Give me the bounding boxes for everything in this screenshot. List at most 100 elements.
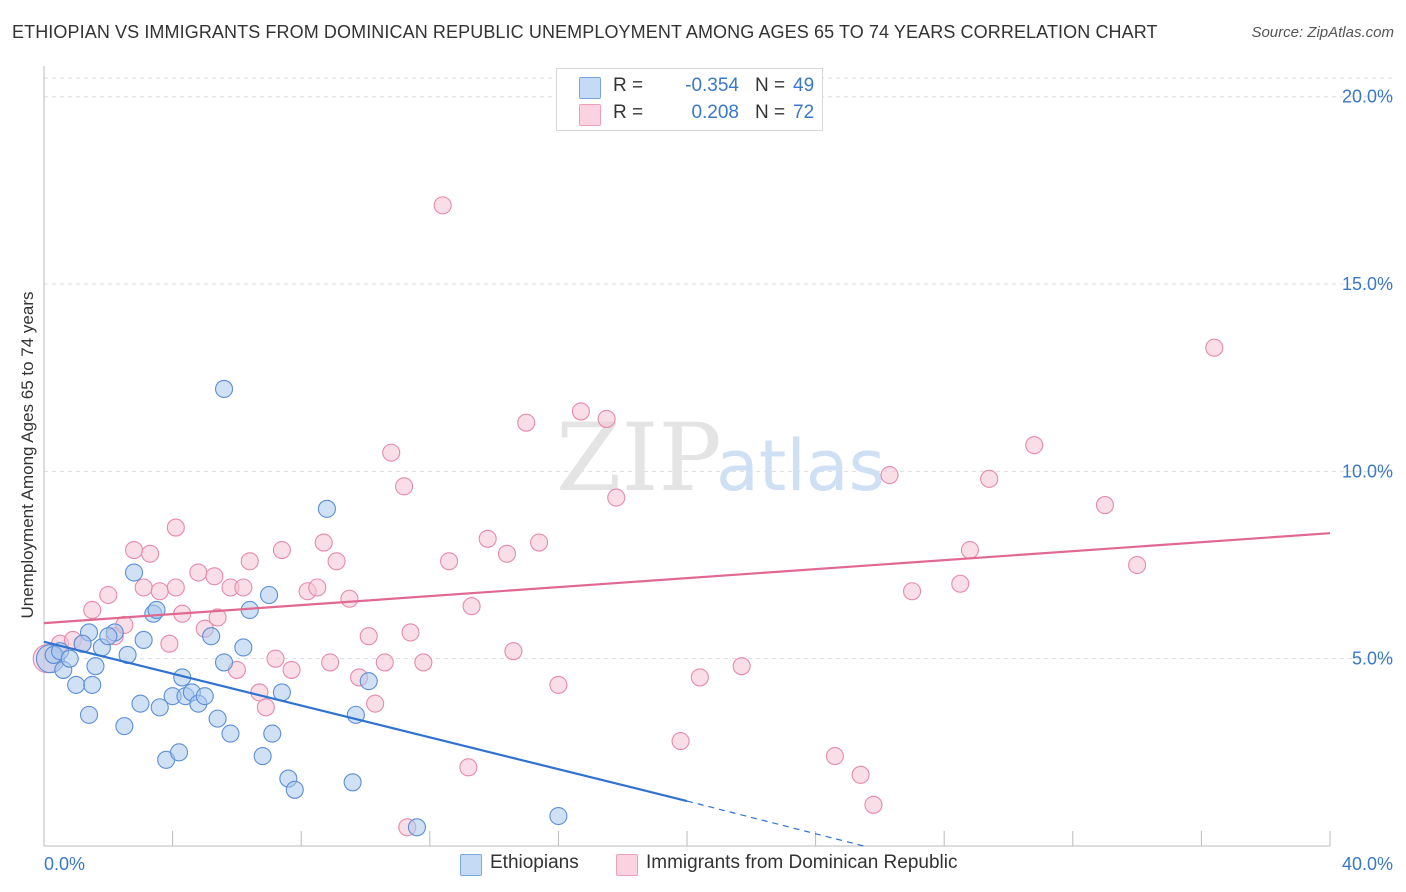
r-label: R = bbox=[613, 75, 644, 96]
grid-lines bbox=[44, 77, 1392, 660]
ethiopian-point bbox=[221, 724, 240, 743]
dominican-point bbox=[160, 634, 179, 653]
dominican-point bbox=[690, 668, 709, 687]
ethiopian-point bbox=[214, 379, 234, 398]
ethiopian-point bbox=[79, 705, 99, 724]
dominican-trend-line bbox=[43, 532, 1331, 625]
dominican-point bbox=[99, 585, 118, 605]
n-value: 72 bbox=[793, 102, 815, 123]
dominican-point bbox=[433, 196, 452, 215]
ethiopian-point bbox=[60, 649, 79, 668]
dominican-point bbox=[851, 765, 870, 784]
dominican-point bbox=[83, 600, 102, 620]
ethiopian-point bbox=[83, 675, 102, 694]
ethiopian-point bbox=[208, 709, 227, 728]
ethiopian-point bbox=[407, 818, 426, 837]
dominican-point bbox=[395, 477, 414, 496]
chart-title: ETHIOPIAN VS IMMIGRANTS FROM DOMINICAN R… bbox=[12, 22, 1158, 42]
series-dominican-points bbox=[32, 196, 1224, 837]
ethiopian-point bbox=[234, 638, 253, 657]
r-label: R = bbox=[613, 102, 644, 123]
dominican-point bbox=[134, 578, 153, 597]
r-value: -0.354 bbox=[685, 75, 739, 96]
dominican-point bbox=[327, 552, 346, 571]
dominican-point bbox=[166, 518, 185, 537]
ethiopian-point bbox=[202, 627, 221, 646]
legend-label-ethiopians: Ethiopians bbox=[490, 852, 579, 873]
dominican-point bbox=[272, 540, 291, 560]
n-label: N = bbox=[755, 102, 786, 123]
dominican-point bbox=[256, 698, 275, 717]
dominican-point bbox=[478, 529, 497, 548]
dominican-point bbox=[189, 563, 208, 582]
legend-label-dominican: Immigrants from Dominican Republic bbox=[646, 852, 958, 873]
dominican-point bbox=[366, 694, 385, 713]
dominican-point bbox=[607, 488, 626, 507]
y-tick-label: 10.0% bbox=[1342, 461, 1393, 481]
dominican-point bbox=[375, 653, 394, 672]
dominican-point bbox=[234, 578, 253, 597]
dominican-point bbox=[459, 758, 478, 777]
dominican-point bbox=[517, 413, 536, 432]
ethiopian-point bbox=[86, 657, 105, 676]
dominican-point bbox=[980, 469, 999, 488]
ethiopians-trend-line bbox=[43, 640, 688, 803]
watermark-zip: ZIP bbox=[556, 404, 722, 513]
dominican-point bbox=[864, 795, 883, 814]
ethiopian-point bbox=[259, 585, 279, 605]
dominican-point bbox=[314, 533, 333, 552]
ethiopian-point bbox=[134, 630, 153, 650]
correlation-legend: R = -0.354 N = 49 R = 0.208 N = 72 bbox=[556, 68, 823, 131]
dominican-point bbox=[497, 544, 517, 563]
dominican-point bbox=[359, 627, 378, 646]
ethiopian-point bbox=[214, 653, 234, 672]
dominican-point bbox=[880, 466, 899, 485]
dominican-point bbox=[951, 574, 970, 593]
dominican-point bbox=[530, 533, 549, 552]
dominican-point bbox=[549, 675, 568, 694]
dominican-point bbox=[671, 732, 690, 751]
dominican-point bbox=[597, 409, 616, 428]
dominican-point bbox=[208, 608, 227, 627]
trend-lines bbox=[43, 532, 1331, 847]
dominican-point bbox=[902, 582, 922, 601]
dominican-point bbox=[150, 582, 169, 601]
watermark-atlas: atlas bbox=[716, 425, 885, 507]
dominican-point bbox=[960, 540, 979, 560]
legend-swatch-ethiopians bbox=[579, 77, 601, 99]
x-tick-label: 0.0% bbox=[44, 854, 85, 874]
ethiopian-point bbox=[359, 672, 378, 691]
ethiopian-point bbox=[195, 687, 214, 706]
dominican-point bbox=[462, 597, 481, 616]
watermark: ZIP atlas bbox=[556, 404, 885, 513]
dominican-point bbox=[166, 578, 185, 597]
legend-swatch-dominican bbox=[616, 854, 638, 876]
y-tick-label: 20.0% bbox=[1342, 87, 1393, 107]
dominican-point bbox=[440, 552, 459, 571]
dominican-point bbox=[282, 660, 301, 679]
dominican-point bbox=[1095, 496, 1114, 515]
y-axis-label: Unemployment Among Ages 65 to 74 years bbox=[18, 291, 37, 619]
r-value: 0.208 bbox=[691, 102, 739, 123]
ethiopian-point bbox=[124, 563, 144, 582]
dominican-point bbox=[504, 642, 523, 661]
tick-labels: 5.0% 10.0% 15.0% 20.0% 0.0% 40.0% bbox=[44, 87, 1393, 874]
n-value: 49 bbox=[793, 75, 815, 96]
ethiopian-point bbox=[549, 806, 568, 826]
dominican-point bbox=[141, 544, 160, 563]
y-tick-label: 5.0% bbox=[1352, 649, 1393, 669]
ethiopian-point bbox=[99, 627, 118, 646]
y-tick-label: 15.0% bbox=[1342, 274, 1393, 294]
ethiopian-point bbox=[67, 675, 86, 694]
axes bbox=[43, 66, 1331, 847]
dominican-point bbox=[571, 402, 590, 421]
dominican-point bbox=[825, 747, 844, 766]
ethiopian-point bbox=[317, 499, 336, 518]
ethiopian-point bbox=[285, 780, 304, 799]
series-ethiopians-points bbox=[35, 379, 568, 837]
dominican-point bbox=[321, 653, 340, 672]
dominican-point bbox=[308, 578, 327, 597]
ethiopian-point bbox=[115, 717, 134, 736]
ethiopian-point bbox=[343, 773, 362, 792]
ethiopian-point bbox=[169, 743, 189, 762]
